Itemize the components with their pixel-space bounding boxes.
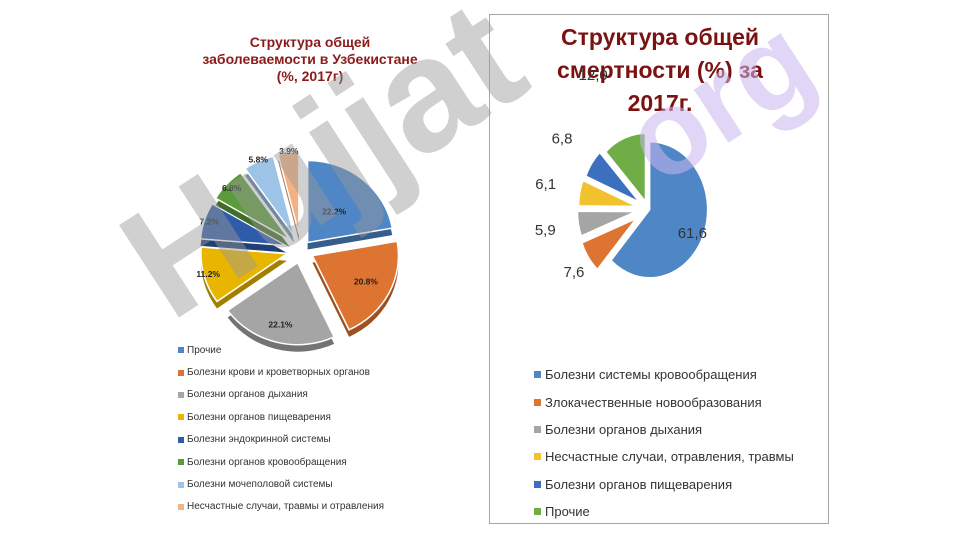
legend-swatch xyxy=(534,480,541,488)
legend-label: Болезни органов пищеварения xyxy=(187,411,331,423)
pie-slice-болезни-эндокринной-системы xyxy=(199,202,287,253)
data-label-несчастные-случаи-отравления-травмы: 6,1 xyxy=(535,176,556,193)
legend-label: Болезни органов дыхания xyxy=(545,421,703,437)
legend-label: Болезни органов дыхания xyxy=(187,389,308,401)
data-label-болезни-органов-кровообращения: 6.8% xyxy=(222,183,242,193)
slice-top-прочие xyxy=(306,159,394,244)
legend-item-болезни-органов-кровообращения: Болезни органов кровообращения xyxy=(178,451,384,473)
slice-top-болезни-органов-пищеварения xyxy=(200,246,290,303)
legend-swatch xyxy=(178,414,184,421)
pie-slice-болезни-органов-дыхания xyxy=(576,210,636,237)
pie-slice-болезни-крови-и-кроветворных-органов xyxy=(311,240,400,337)
legend-label: Болезни органов пищеварения xyxy=(545,476,733,492)
pie-slice-несчастные-случаи-отравления-травмы xyxy=(577,179,637,208)
data-label-болезни-органов-дыхания: 22.1% xyxy=(268,320,293,330)
data-label-болезни-крови-и-кроветворных-органов: 20.8% xyxy=(354,276,379,286)
data-label-болезни-органов-пищеварения: 6,8 xyxy=(552,131,573,148)
mortality-title-line-3: 2017г. xyxy=(627,90,693,116)
pie-slice-несчастные-случаи-травмы-и-отравления xyxy=(277,150,300,241)
legend-swatch xyxy=(534,508,541,516)
morbidity-title-line-2: заболеваемости в Узбекистане xyxy=(202,51,418,67)
mortality-legend: Болезни системы кровообращения Злокачеств… xyxy=(534,361,794,525)
data-label-прочие: 22.2% xyxy=(322,207,347,217)
slice-top-прочие xyxy=(604,132,647,204)
legend-swatch xyxy=(534,425,541,433)
morbidity-chart-title: Структура общей заболеваемости в Узбекис… xyxy=(150,34,470,85)
legend-swatch xyxy=(178,459,184,466)
data-label-болезни-системы-кровообращения: 61,6 xyxy=(678,225,707,242)
legend-item-болезни-крови-и-кроветворных-органов: Болезни крови и кроветворных органов xyxy=(178,361,384,383)
mortality-chart-title: Структура общей смертности (%) за 2017г. xyxy=(530,21,790,120)
morbidity-chart-panel: Структура общей заболеваемости в Узбекис… xyxy=(150,22,470,517)
legend-label: Злокачественные новообразования xyxy=(545,394,762,410)
legend-item-болезни-системы-кровообращения: Болезни системы кровообращения xyxy=(534,361,794,388)
slice-top-болезни-органов-дыхания xyxy=(576,210,636,237)
data-label-прочие: 12,0 xyxy=(579,67,608,84)
slice-top-болезни-органов-пищеварения xyxy=(584,151,640,203)
data-label-болезни-органов-дыхания: 5,9 xyxy=(535,222,556,239)
pie-slice-болезни-органов-пищеварения xyxy=(584,151,640,203)
mortality-title-line-2: смертности (%) за xyxy=(557,57,763,83)
legend-swatch xyxy=(178,436,184,443)
legend-label: Несчастные случаи, отравления, травмы xyxy=(545,449,794,465)
legend-label: Прочие xyxy=(187,344,222,356)
data-label-болезни-мочеполовой-системы: 5.8% xyxy=(249,155,269,165)
legend-item-несчастные-случаи-отравления-травмы: Несчастные случаи, отравления, травмы xyxy=(534,443,794,470)
pie-slice-болезни-мочеполовой-системы xyxy=(243,155,295,243)
legend-item-злокачественные-новообразования: Злокачественные новообразования xyxy=(534,388,794,415)
slice-top-несчастные-случаи-отравления-травмы xyxy=(577,179,637,208)
legend-item-болезни-мочеполовой-системы: Болезни мочеполовой системы xyxy=(178,473,384,495)
legend-label: Болезни мочеполовой системы xyxy=(187,479,333,491)
legend-item-болезни-органов-дыхания: Болезни органов дыхания xyxy=(534,416,794,443)
legend-swatch xyxy=(534,453,541,461)
data-label-злокачественные-новообразования: 7,6 xyxy=(564,264,585,281)
morbidity-title-line-1: Структура общей xyxy=(249,34,371,50)
legend-swatch xyxy=(534,398,541,406)
legend-swatch xyxy=(178,369,184,376)
legend-item-несчастные-случаи-травмы-и-отравления: Несчастные случаи, травмы и отравления xyxy=(178,496,384,518)
legend-swatch xyxy=(178,481,184,488)
morbidity-title-line-3: (%, 2017г) xyxy=(276,68,344,84)
legend-label: Болезни эндокринной системы xyxy=(187,434,331,446)
pie-slice-болезни-органов-пищеварения xyxy=(200,246,290,309)
pie-slice-болезни-органов-кровообращения xyxy=(214,171,291,247)
slice-top-злокачественные-новообразования xyxy=(580,217,637,271)
morbidity-legend: Прочие Болезни крови и кроветворных орган… xyxy=(178,339,384,518)
legend-swatch xyxy=(178,503,184,510)
morbidity-pie-chart: 22.2% 20.8% 22.1% 11.2% 7.2% 6.8% 5.8% 3.9% xyxy=(196,146,400,352)
mortality-title-line-1: Структура общей xyxy=(560,24,760,50)
legend-swatch xyxy=(534,371,541,379)
legend-swatch xyxy=(178,347,184,354)
pie-slice-прочие xyxy=(306,159,394,250)
pie-slice-злокачественные-новообразования xyxy=(580,217,637,271)
slice-top-болезни-эндокринной-системы xyxy=(199,202,287,247)
slice-top-несчастные-случаи-травмы-и-отравления xyxy=(277,150,300,234)
mortality-chart-panel: Структура общей смертности (%) за 2017г.… xyxy=(489,14,829,524)
slice-top-болезни-крови-и-кроветворных-органов xyxy=(311,240,400,331)
legend-item-прочие: Прочие xyxy=(534,498,794,525)
legend-item-болезни-органов-дыхания: Болезни органов дыхания xyxy=(178,384,384,406)
legend-label: Болезни органов кровообращения xyxy=(187,456,347,468)
legend-item-болезни-органов-пищеварения: Болезни органов пищеварения xyxy=(178,406,384,428)
mortality-pie-chart: 61,6 7,6 5,9 6,1 6,8 12,0 xyxy=(535,67,709,281)
pie-slice-болезни-системы-кровообращения xyxy=(610,140,709,279)
slice-top-болезни-системы-кровообращения xyxy=(610,140,709,279)
legend-label: Несчастные случаи, травмы и отравления xyxy=(187,501,384,513)
slice-top-болезни-органов-кровообращения xyxy=(214,171,291,241)
legend-label: Прочие xyxy=(545,504,590,520)
legend-item-болезни-органов-пищеварения: Болезни органов пищеварения xyxy=(534,471,794,498)
legend-label: Болезни крови и кроветворных органов xyxy=(187,367,370,379)
data-label-болезни-эндокринной-системы: 7.2% xyxy=(200,216,220,226)
legend-swatch xyxy=(178,391,184,398)
legend-item-болезни-эндокринной-системы: Болезни эндокринной системы xyxy=(178,429,384,451)
legend-item-прочие: Прочие xyxy=(178,339,384,361)
data-label-болезни-органов-пищеварения: 11.2% xyxy=(196,269,220,279)
slice-top-болезни-органов-дыхания xyxy=(226,261,336,346)
data-label-несчастные-случаи-травмы-и-отравления: 3.9% xyxy=(279,146,299,156)
pie-slice-прочие xyxy=(604,132,647,204)
slice-top-болезни-мочеполовой-системы xyxy=(243,155,295,237)
pie-slice-болезни-органов-дыхания xyxy=(226,261,336,352)
legend-label: Болезни системы кровообращения xyxy=(545,367,757,383)
